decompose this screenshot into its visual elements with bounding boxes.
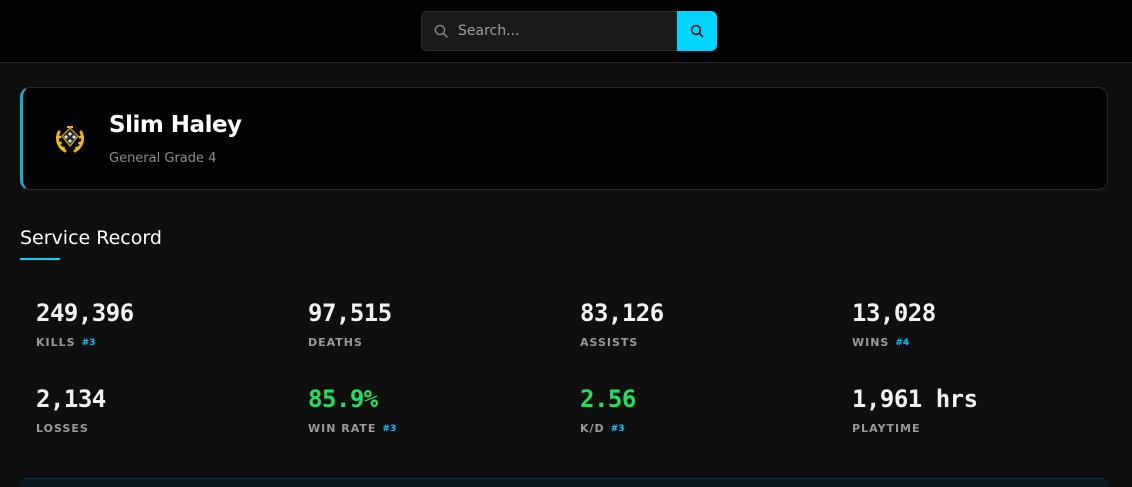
section-title: Service Record — [20, 227, 162, 249]
stat-win-rate: 85.9% WIN RATE #3 — [308, 385, 396, 435]
search-button[interactable] — [677, 11, 717, 51]
player-name: Slim Haley — [109, 112, 242, 138]
stat-value: 83,126 — [580, 299, 664, 327]
search-bar — [421, 11, 717, 51]
stat-label: WIN RATE — [308, 422, 377, 435]
stat-value: 13,028 — [852, 299, 936, 327]
search-field[interactable] — [421, 11, 677, 51]
stat-rank-badge: #3 — [382, 423, 397, 434]
rank-emblem-icon — [55, 126, 85, 153]
stat-playtime: 1,961 hrs PLAYTIME — [852, 385, 978, 435]
stat-value: 2,134 — [36, 385, 106, 413]
stat-losses: 2,134 LOSSES — [36, 385, 106, 435]
stat-label: DEATHS — [308, 336, 363, 349]
stat-label: ASSISTS — [580, 336, 639, 349]
stat-label: WINS — [852, 336, 890, 349]
stat-value: 85.9% — [308, 385, 378, 413]
stat-value: 97,515 — [308, 299, 392, 327]
next-section-card — [20, 478, 1108, 487]
stat-assists: 83,126 ASSISTS — [580, 299, 664, 349]
search-input[interactable] — [458, 23, 658, 39]
stat-wins: 13,028 WINS #4 — [852, 299, 936, 349]
search-icon — [434, 24, 448, 38]
stat-rank-badge: #3 — [81, 337, 96, 348]
stat-kills: 249,396 KILLS #3 — [36, 299, 134, 349]
stat-value: 2.56 — [580, 385, 636, 413]
search-icon — [690, 24, 704, 38]
stat-value: 1,961 hrs — [852, 385, 978, 413]
stat-label: KILLS — [36, 336, 76, 349]
top-bar — [0, 0, 1132, 63]
player-rank: General Grade 4 — [109, 151, 217, 166]
stat-kd: 2.56 K/D #3 — [580, 385, 636, 435]
stat-value: 249,396 — [36, 299, 134, 327]
stat-rank-badge: #3 — [610, 423, 625, 434]
stat-label: LOSSES — [36, 422, 89, 435]
stat-label: K/D — [580, 422, 605, 435]
section-underline — [20, 258, 60, 260]
stat-label: PLAYTIME — [852, 422, 921, 435]
stat-deaths: 97,515 DEATHS — [308, 299, 392, 349]
profile-card: Slim Haley General Grade 4 — [20, 87, 1108, 190]
stat-rank-badge: #4 — [895, 337, 910, 348]
